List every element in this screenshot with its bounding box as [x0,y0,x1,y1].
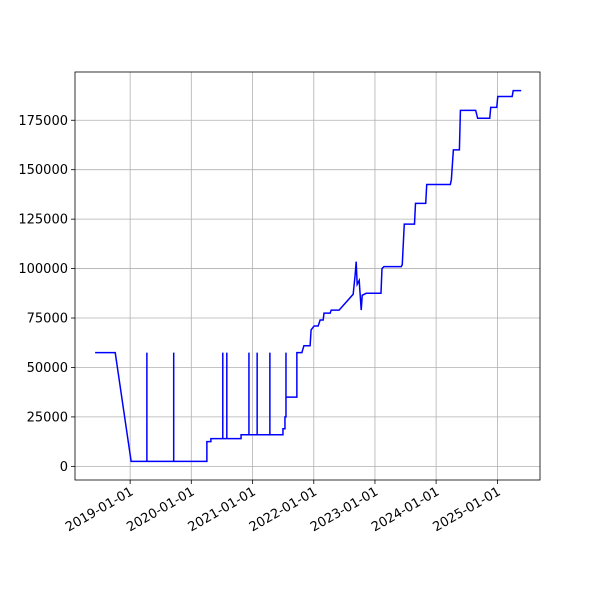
x-tick-label: 2023-01-01 [308,484,381,535]
x-tick-label: 2021-01-01 [186,484,259,535]
x-tick-label: 2024-01-01 [369,484,442,535]
y-tick-label: 150000 [18,163,68,178]
y-tick-label: 100000 [18,262,68,277]
y-tick-label: 175000 [18,114,68,129]
x-tick-label: 2019-01-01 [63,484,136,535]
x-tick-label: 2025-01-01 [430,484,503,535]
x-tick-label: 2020-01-01 [124,484,197,535]
x-tick-label: 2022-01-01 [247,484,320,535]
y-tick-label: 25000 [27,410,68,425]
y-tick-label: 50000 [27,361,68,376]
y-tick-label: 125000 [18,213,68,228]
y-tick-label: 0 [60,460,68,475]
plot-frame [74,71,541,481]
y-tick-label: 75000 [27,312,68,327]
data-line [95,89,522,463]
